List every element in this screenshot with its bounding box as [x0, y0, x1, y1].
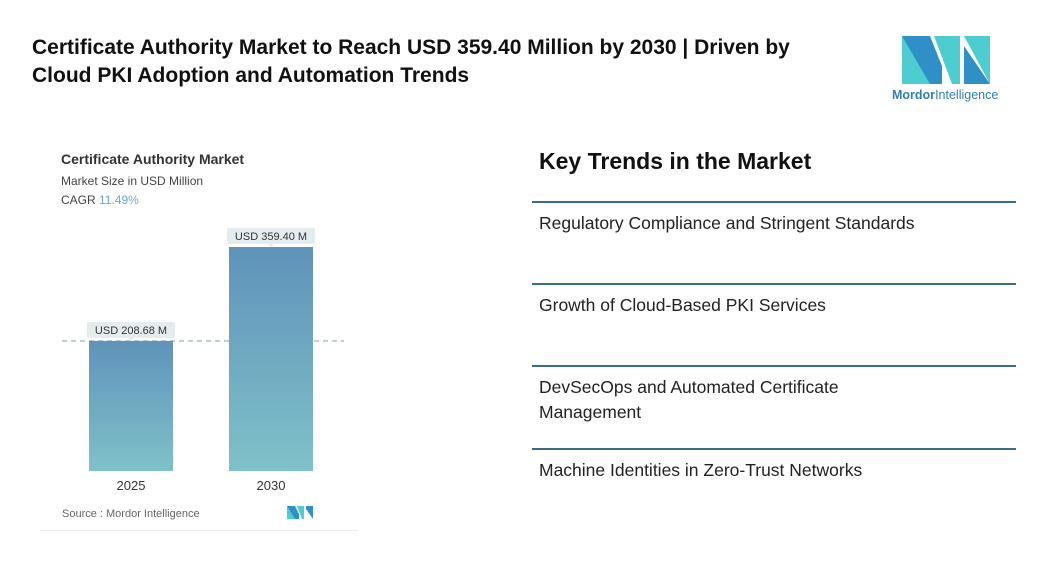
cagr: CAGR 11.49% [61, 193, 139, 207]
cagr-value: 11.49% [99, 193, 139, 207]
bar-2030 [229, 247, 313, 471]
logo-text: MordorIntelligence [892, 88, 998, 102]
x-tick-label: 2030 [257, 478, 286, 493]
data-label-bg [227, 228, 315, 244]
x-tick-label: 2025 [117, 478, 146, 493]
trend-item: Growth of Cloud-Based PKI Services [532, 283, 1016, 365]
chart-source: Source : Mordor Intelligence [62, 508, 200, 520]
mordor-logo-icon [902, 36, 990, 84]
chart-subtitle: Market Size in USD Million [61, 174, 204, 188]
bar-2025 [89, 340, 173, 471]
data-label-pointer [268, 244, 274, 247]
trends-heading: Key Trends in the Market [539, 148, 812, 174]
cagr-label: CAGR [61, 193, 96, 207]
trend-item: Machine Identities in Zero-Trust Network… [532, 448, 1016, 508]
logo-text-part2: Intelligence [935, 88, 999, 102]
trend-item: DevSecOps and Automated Certificate Mana… [532, 365, 1016, 448]
data-label-bg [87, 321, 175, 338]
trend-item: Regulatory Compliance and Stringent Stan… [532, 201, 1016, 283]
data-label: USD 208.68 M [95, 325, 167, 337]
data-label-pointer [128, 337, 134, 341]
chart-title: Certificate Authority Market [61, 151, 245, 167]
data-label: USD 359.40 M [235, 231, 307, 243]
source-logo-icon [287, 506, 313, 519]
logo-text-part1: Mordor [892, 88, 936, 102]
page-title: Certificate Authority Market to Reach US… [32, 36, 790, 87]
bar-chart: USD 208.68 M 2025 USD 359.40 M 2030 [62, 228, 344, 493]
